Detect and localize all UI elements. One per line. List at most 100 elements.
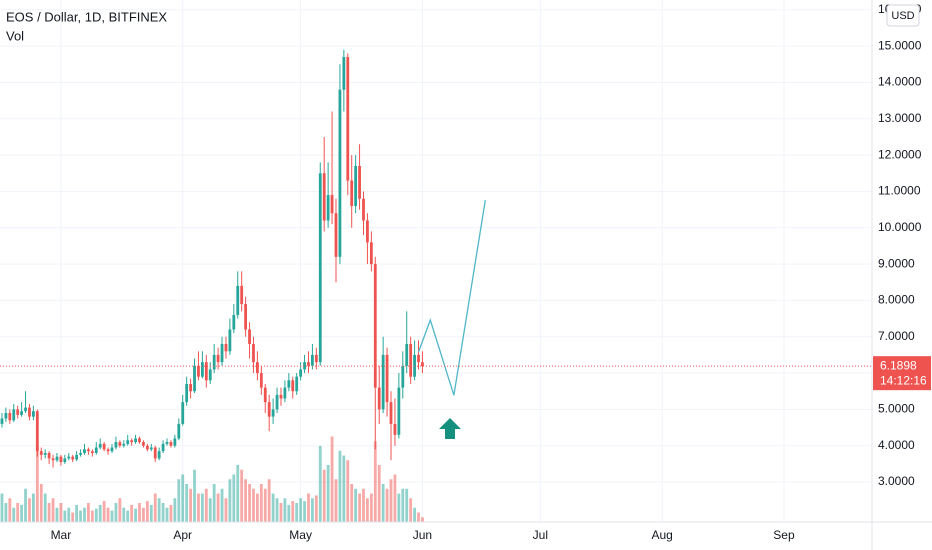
candle-body <box>287 380 291 388</box>
candle-body <box>252 344 255 363</box>
volume-bar <box>417 512 420 522</box>
volume-bar <box>409 498 413 522</box>
volume-bar <box>263 488 267 522</box>
volume-bar <box>122 507 126 522</box>
volume-bar <box>185 484 189 522</box>
volume-bar <box>4 503 8 522</box>
candle-body <box>102 443 106 450</box>
volume-bar <box>181 474 185 522</box>
volume-bar <box>366 498 369 522</box>
candle-body <box>142 442 145 446</box>
volume-bar <box>358 493 361 522</box>
candle-body <box>255 362 259 374</box>
candle-body <box>75 454 79 460</box>
volume-bar <box>87 503 90 522</box>
volume-bar <box>224 498 228 522</box>
candle-body <box>275 394 279 410</box>
last-price-box <box>873 356 931 391</box>
candle-body <box>157 451 161 459</box>
volume-bar <box>228 479 232 522</box>
axes: 3.00004.00005.00006.00007.00008.00009.00… <box>51 2 931 542</box>
candle-body <box>8 413 12 421</box>
volume-bar <box>373 441 377 522</box>
volume-bar <box>134 508 137 522</box>
candle-body <box>122 443 126 446</box>
volume-bar <box>252 488 255 522</box>
candle-body <box>79 452 82 455</box>
volume-bar <box>255 493 259 522</box>
candle-body <box>67 456 71 459</box>
volume-bar <box>149 504 153 522</box>
candle-body <box>362 198 365 221</box>
last-price-label: 6.1898 <box>880 358 917 372</box>
volume-bar <box>0 493 4 522</box>
volume-bar <box>311 498 314 522</box>
candle-body <box>271 409 275 417</box>
volume-bar <box>271 493 275 522</box>
y-tick-label: 5.0000 <box>878 402 915 416</box>
candle-body <box>232 314 236 330</box>
volume-bar <box>28 498 31 522</box>
currency[interactable]: USD <box>891 10 914 22</box>
candle-body <box>20 411 24 415</box>
candle-body <box>397 387 401 435</box>
candle-body <box>279 394 283 399</box>
volume-bar <box>279 503 283 522</box>
volume-bar <box>216 493 220 522</box>
candle-body <box>32 411 35 417</box>
volume-label: Vol <box>6 28 24 43</box>
projection-line <box>417 200 486 396</box>
volume-bar <box>153 493 157 522</box>
volume-bar <box>138 503 141 522</box>
candle-body <box>173 438 177 446</box>
candle-body <box>354 166 358 206</box>
volume-bar <box>362 488 365 522</box>
volume-bar <box>177 479 181 522</box>
volume-bar <box>193 469 196 522</box>
volume-pane <box>0 436 424 522</box>
volume-bar <box>106 507 110 522</box>
volume-bar <box>220 488 224 522</box>
volume-bar <box>291 501 295 522</box>
x-tick-label: May <box>289 528 312 542</box>
volume-bar <box>145 501 149 522</box>
candles <box>0 49 424 468</box>
candle-body <box>169 442 173 446</box>
candle-body <box>303 362 306 370</box>
y-tick-label: 11.0000 <box>878 184 921 198</box>
candle-body <box>322 173 326 221</box>
candle-body <box>366 220 369 243</box>
candle-body <box>200 362 204 377</box>
candle-body <box>346 57 350 181</box>
volume-bar <box>79 510 82 522</box>
candle-body <box>244 304 248 330</box>
candle-body <box>55 456 59 461</box>
candle-body <box>138 438 141 443</box>
currency-box[interactable] <box>886 4 920 27</box>
candle-body <box>330 195 334 214</box>
volume-bar <box>94 508 98 522</box>
candle-body <box>181 402 185 424</box>
volume-bar <box>161 503 165 522</box>
volume-bar <box>338 450 342 522</box>
overlay <box>0 200 872 396</box>
y-tick-label: 7.0000 <box>878 329 915 343</box>
volume-bar <box>90 510 94 522</box>
volume-bar <box>259 484 263 522</box>
candle-body <box>39 451 43 455</box>
volume-bar <box>330 436 334 522</box>
volume-bar <box>83 507 86 522</box>
candle-body <box>63 458 67 463</box>
volume-bar <box>118 498 122 522</box>
volume-bar <box>354 488 358 522</box>
candle-body <box>83 449 86 453</box>
volume-bar <box>318 446 322 522</box>
volume-bar <box>126 510 130 522</box>
candle-body <box>299 369 303 377</box>
volume-bar <box>334 479 338 522</box>
grid <box>0 0 872 522</box>
volume-bar <box>287 504 291 522</box>
volume-bar <box>204 488 208 522</box>
candle-body <box>24 407 27 412</box>
candle-body <box>130 440 134 443</box>
